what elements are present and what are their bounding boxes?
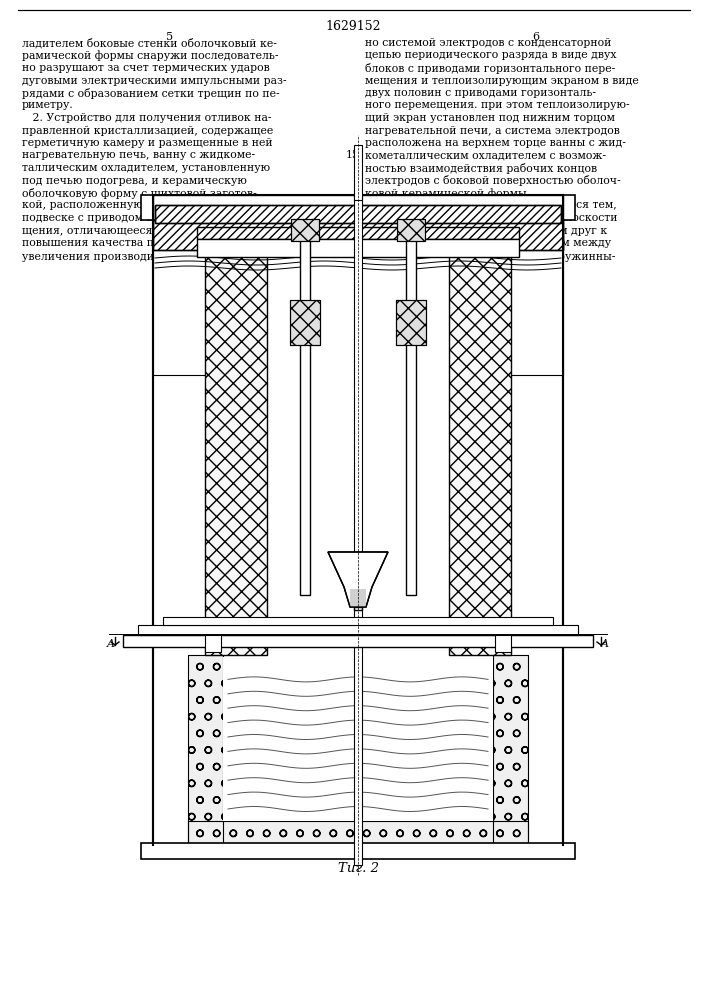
Bar (123, 635, 593, 647)
Text: дуговыми электрическими импульсными раз-: дуговыми электрическими импульсными раз- (22, 76, 286, 86)
Bar (205, 255, 267, 655)
Bar (397, 219, 425, 241)
Bar (493, 655, 528, 843)
Bar (205, 635, 221, 652)
Bar (397, 219, 425, 241)
Text: блоков с приводами горизонтального пере-: блоков с приводами горизонтального пере- (365, 63, 615, 74)
Bar (449, 255, 511, 655)
Text: ного перемещения. при этом теплоизолирую-: ного перемещения. при этом теплоизолирую… (365, 101, 630, 110)
Text: 5: 5 (166, 32, 173, 42)
Text: под печью подогрева, и керамическую: под печью подогрева, и керамическую (22, 176, 247, 186)
Text: но разрушают за счет термических ударов: но разрушают за счет термических ударов (22, 63, 270, 73)
Bar (153, 200, 208, 375)
Bar (267, 255, 449, 655)
Text: двух половин с приводами горизонталь-: двух половин с приводами горизонталь- (365, 88, 596, 98)
Text: мещения и теплоизолирующим экраном в виде: мещения и теплоизолирующим экраном в вид… (365, 76, 638, 86)
Bar (449, 255, 511, 655)
Text: 1629152: 1629152 (325, 20, 381, 33)
Bar (153, 195, 563, 250)
Text: правленной кристаллизацией, содержащее: правленной кристаллизацией, содержащее (22, 125, 273, 135)
Text: рабочими концами и снабжены пружинны-: рабочими концами и снабжены пружинны- (365, 250, 615, 261)
Bar (508, 200, 563, 375)
Bar (141, 195, 575, 220)
Text: электродов с боковой поверхностью оболоч-: электродов с боковой поверхностью оболоч… (365, 176, 621, 186)
Bar (188, 655, 223, 843)
Text: цепью периодического разряда в виде двух: цепью периодического разряда в виде двух (365, 50, 617, 60)
Text: 15: 15 (346, 150, 360, 160)
Bar (354, 607, 362, 610)
Text: таллическим охладителем, установленную: таллическим охладителем, установленную (22, 163, 270, 173)
Text: ладителем боковые стенки оболочковый ке-: ладителем боковые стенки оболочковый ке- (22, 38, 277, 49)
Bar (153, 195, 563, 845)
Bar (155, 205, 561, 223)
Bar (188, 655, 223, 843)
Text: щения, отличающееся тем, что, с целью: щения, отличающееся тем, что, с целью (22, 226, 256, 235)
Polygon shape (328, 552, 388, 607)
Text: A: A (601, 639, 609, 649)
Text: Τиг. 2: Τиг. 2 (337, 862, 378, 875)
Bar (396, 300, 426, 345)
Text: герметичную камеру и размещенные в ней: герметичную камеру и размещенные в ней (22, 138, 273, 148)
Bar (153, 195, 563, 250)
Bar (354, 195, 362, 865)
Text: оболочковую форму с шихтовой заготов-: оболочковую форму с шихтовой заготов- (22, 188, 257, 199)
Bar (197, 227, 519, 239)
Bar (291, 219, 319, 241)
Text: ковой керамической формы.: ковой керамической формы. (365, 188, 530, 199)
Text: расположена на верхнем торце ванны с жид-: расположена на верхнем торце ванны с жид… (365, 138, 626, 148)
Text: увеличения производительности, оно снабже-: увеличения производительности, оно снабж… (22, 250, 289, 261)
Text: риметру.: риметру. (22, 101, 74, 110)
Bar (493, 655, 528, 843)
Bar (205, 255, 267, 655)
Text: рядами с образованием сетки трещин по пе-: рядами с образованием сетки трещин по пе… (22, 88, 280, 99)
Bar (300, 225, 310, 595)
Bar (406, 225, 416, 595)
Text: подвеске с приводом вертикального переме-: подвеске с приводом вертикального переме… (22, 213, 280, 223)
Bar (197, 239, 519, 257)
Text: кометаллическим охладителем с возмож-: кометаллическим охладителем с возмож- (365, 150, 606, 160)
Text: ми поджимами.: ми поджимами. (365, 263, 455, 273)
Text: кой, расположенную в печи подогрева на: кой, расположенную в печи подогрева на (22, 200, 264, 211)
Text: 2. Устройство для получения отливок на-: 2. Устройство для получения отливок на- (22, 113, 271, 123)
Bar (354, 145, 362, 200)
Text: нагревательную печь, ванну с жидкоме-: нагревательную печь, ванну с жидкоме- (22, 150, 255, 160)
Bar (350, 589, 366, 607)
Text: 6: 6 (532, 32, 539, 42)
Bar (396, 300, 426, 345)
Bar (163, 617, 553, 625)
Bar (138, 625, 578, 635)
Text: попарно ориентированы под углом друг к: попарно ориентированы под углом друг к (365, 226, 607, 235)
Bar (291, 219, 319, 241)
Bar (223, 657, 493, 821)
Text: щий экран установлен под нижним торцом: щий экран установлен под нижним торцом (365, 113, 615, 123)
Bar (188, 821, 528, 843)
Bar (188, 821, 528, 843)
Text: рамической формы снаружи последователь-: рамической формы снаружи последователь- (22, 50, 279, 61)
Text: другу с минимальным расстоянием между: другу с минимальным расстоянием между (365, 238, 611, 248)
Bar (141, 843, 575, 859)
Bar (290, 300, 320, 345)
Text: ностью взаимодействия рабочих концов: ностью взаимодействия рабочих концов (365, 163, 597, 174)
Text: 3. Устройство по п. 2, отличающееся тем,: 3. Устройство по п. 2, отличающееся тем, (365, 200, 617, 211)
Polygon shape (328, 552, 388, 607)
Text: A: A (107, 639, 115, 649)
Bar (495, 635, 511, 652)
Text: нагревательной печи, а система электродов: нагревательной печи, а система электродо… (365, 125, 620, 135)
Bar (290, 300, 320, 345)
Text: но системой электродов с конденсаторной: но системой электродов с конденсаторной (365, 38, 612, 48)
Bar (155, 205, 561, 223)
Text: повышения качества получаемых отливок и: повышения качества получаемых отливок и (22, 238, 277, 248)
Text: что электроды в горизонтальной плоскости: что электроды в горизонтальной плоскости (365, 213, 617, 223)
